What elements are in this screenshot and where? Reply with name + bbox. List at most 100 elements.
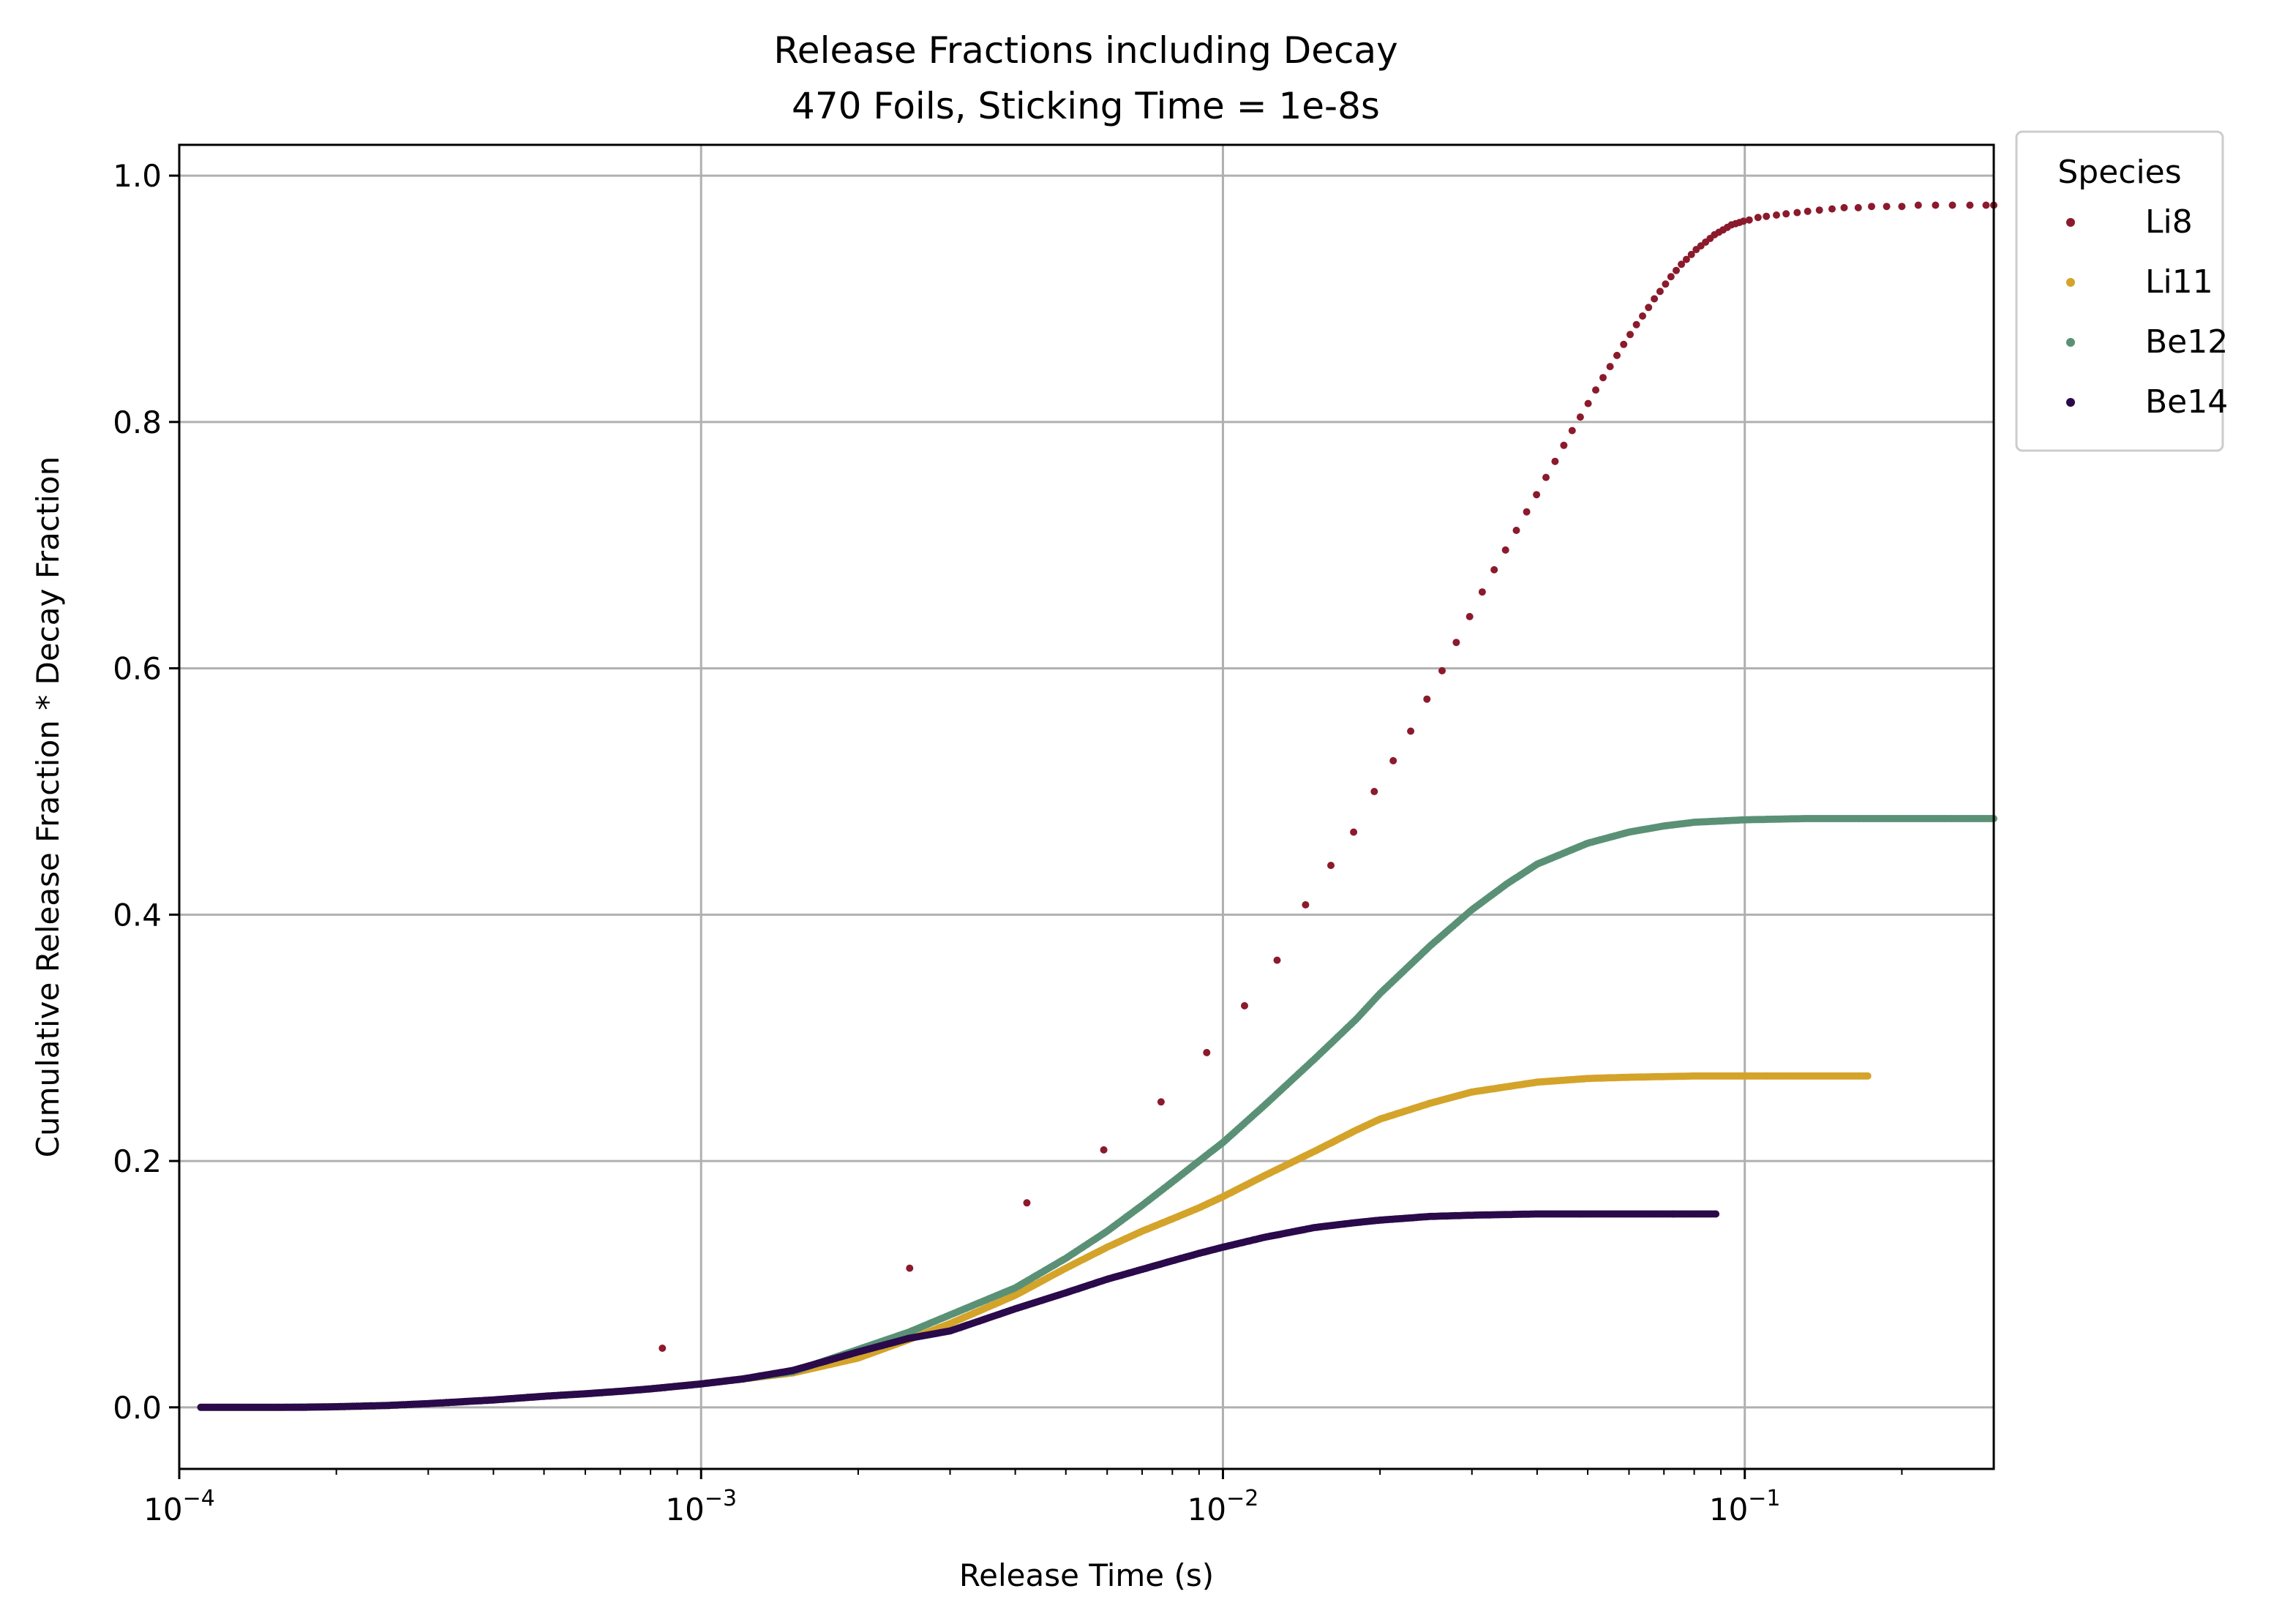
series-be14 bbox=[197, 1210, 1720, 1411]
data-point bbox=[1712, 1210, 1720, 1218]
legend-marker bbox=[2066, 398, 2075, 407]
data-point bbox=[1542, 473, 1550, 481]
data-point bbox=[1639, 312, 1646, 320]
axes-frame bbox=[178, 143, 1995, 1470]
x-tick-label: 10−4 bbox=[143, 1486, 215, 1527]
data-point bbox=[1423, 695, 1431, 703]
data-point bbox=[1932, 201, 1940, 209]
legend-marker bbox=[2066, 218, 2075, 227]
data-point bbox=[1613, 351, 1621, 359]
series-li8 bbox=[658, 201, 1997, 1352]
data-point bbox=[1302, 901, 1310, 909]
data-point bbox=[1793, 208, 1801, 217]
data-point bbox=[1804, 207, 1812, 215]
data-point bbox=[1773, 211, 1780, 219]
data-point bbox=[1466, 612, 1474, 620]
x-tick-label: 10−3 bbox=[665, 1486, 737, 1527]
data-point bbox=[1490, 565, 1498, 574]
data-point bbox=[1754, 214, 1762, 222]
x-axis-label: Release Time (s) bbox=[959, 1557, 1214, 1593]
data-point bbox=[1782, 210, 1790, 218]
data-point bbox=[906, 1264, 914, 1272]
data-point bbox=[1626, 331, 1634, 339]
y-tick-label: 0.6 bbox=[113, 651, 162, 687]
data-point bbox=[1512, 527, 1520, 534]
legend-box bbox=[2015, 130, 2224, 452]
data-point bbox=[1023, 1199, 1031, 1207]
data-point bbox=[1854, 203, 1862, 211]
data-point bbox=[1948, 201, 1956, 209]
axis-ticks: 10−4 10−3 10−2 10−1 0.0 0.2 0.4 0.6 0.8 1.0 bbox=[113, 158, 1903, 1527]
data-point bbox=[1868, 203, 1875, 211]
legend-title: Species bbox=[2057, 154, 2181, 191]
legend-label: Li8 bbox=[2145, 203, 2193, 241]
data-point bbox=[1407, 727, 1415, 735]
data-point bbox=[1815, 206, 1823, 214]
data-point bbox=[1667, 273, 1675, 281]
y-tick-label: 0.2 bbox=[113, 1143, 162, 1179]
data-point bbox=[1523, 508, 1531, 516]
x-tick-label: 10−2 bbox=[1187, 1486, 1259, 1527]
data-point bbox=[1864, 1072, 1872, 1080]
chart-title: Release Fractions including Decay bbox=[773, 29, 1397, 72]
data-point bbox=[1452, 639, 1460, 647]
legend-marker bbox=[2066, 338, 2075, 347]
legend-label: Li11 bbox=[2145, 263, 2213, 301]
data-point bbox=[1100, 1146, 1108, 1154]
data-point bbox=[1840, 203, 1848, 211]
data-point bbox=[1745, 216, 1753, 224]
data-point bbox=[1982, 201, 1990, 209]
y-tick-label: 0.8 bbox=[113, 405, 162, 440]
data-point bbox=[1966, 201, 1974, 209]
data-point bbox=[1203, 1048, 1211, 1056]
y-tick-label: 0.4 bbox=[113, 897, 162, 933]
data-point bbox=[1632, 320, 1640, 328]
data-point bbox=[1370, 788, 1378, 795]
data-point bbox=[1828, 205, 1836, 213]
data-point bbox=[1739, 217, 1747, 225]
y-tick-label: 0.0 bbox=[113, 1390, 162, 1426]
data-point bbox=[1551, 457, 1559, 465]
grid bbox=[178, 145, 1994, 1469]
y-axis-label: Cumulative Release Fraction * Decay Frac… bbox=[30, 456, 66, 1158]
data-point bbox=[1157, 1098, 1165, 1106]
data-point bbox=[1599, 374, 1607, 382]
data-point bbox=[1533, 491, 1541, 499]
data-point bbox=[1478, 588, 1486, 596]
data-point bbox=[1606, 363, 1614, 371]
data-point bbox=[1651, 295, 1659, 303]
legend: Species Li8 Li11 Be12 Be14 bbox=[2015, 130, 2228, 452]
legend-label: Be12 bbox=[2145, 323, 2228, 361]
legend-marker bbox=[2066, 278, 2075, 287]
data-point bbox=[658, 1345, 667, 1352]
data-point bbox=[1241, 1001, 1248, 1010]
data-point bbox=[1656, 287, 1664, 296]
data-point bbox=[1576, 413, 1584, 421]
plot-area bbox=[197, 201, 1997, 1411]
data-point bbox=[1645, 304, 1653, 312]
data-point bbox=[1438, 666, 1446, 674]
data-point bbox=[1560, 441, 1568, 449]
data-point bbox=[1501, 546, 1509, 554]
data-point bbox=[1763, 212, 1771, 220]
data-point bbox=[1584, 399, 1592, 407]
data-point bbox=[1350, 828, 1358, 836]
data-point bbox=[1678, 260, 1686, 268]
y-tick-label: 1.0 bbox=[113, 158, 162, 194]
data-point bbox=[1389, 756, 1397, 764]
data-point bbox=[1273, 956, 1281, 964]
data-point bbox=[1592, 386, 1599, 394]
data-point bbox=[1914, 201, 1922, 209]
chart-subtitle: 470 Foils, Sticking Time = 1e-8s bbox=[792, 85, 1380, 127]
data-point bbox=[1662, 280, 1670, 288]
x-tick-label: 10−1 bbox=[1709, 1486, 1781, 1527]
data-point bbox=[1883, 203, 1891, 211]
data-point bbox=[1620, 340, 1628, 348]
data-point bbox=[1673, 266, 1680, 274]
data-point bbox=[1687, 250, 1695, 258]
legend-label: Be14 bbox=[2145, 383, 2228, 421]
data-point bbox=[1327, 862, 1335, 869]
data-point bbox=[1568, 426, 1576, 435]
data-point bbox=[1898, 203, 1906, 211]
